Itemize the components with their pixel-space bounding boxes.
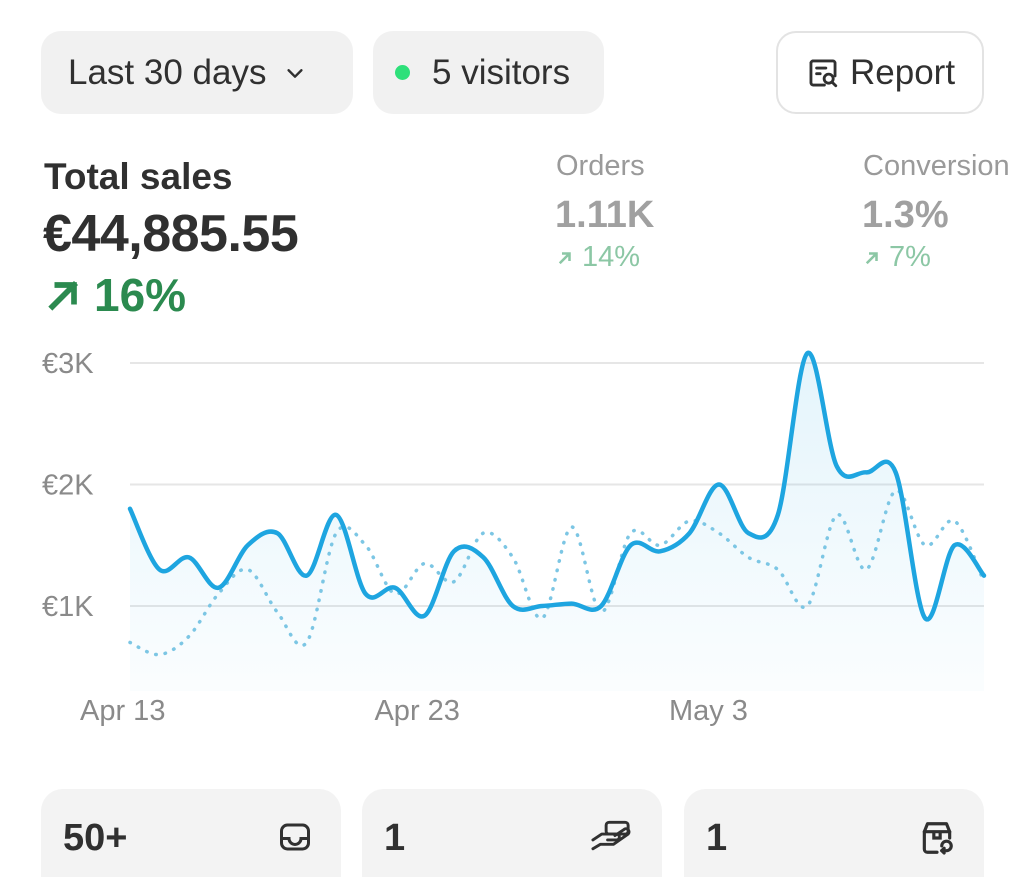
conversion-value: 1.3% [862, 194, 949, 236]
report-search-icon [809, 59, 838, 87]
y-tick-label: €1K [42, 591, 94, 623]
arrow-up-right-icon [865, 251, 878, 264]
report-button[interactable]: Report [776, 31, 984, 114]
sales-line-chart[interactable]: €1K €2K €3K Apr 13 Apr 23 May 3 [0, 330, 1026, 740]
package-return-icon [922, 822, 953, 855]
total-sales-delta: 16% [44, 268, 186, 322]
total-sales-delta-value: 16% [94, 269, 187, 321]
x-tick-label: Apr 13 [80, 695, 165, 727]
live-status-dot [395, 65, 410, 80]
live-visitors-button[interactable]: 5 visitors [373, 31, 604, 114]
payments-card[interactable]: 1 [362, 789, 662, 877]
inbox-tray-icon [280, 823, 310, 851]
arrow-up-right-icon [558, 251, 571, 264]
date-range-label: Last 30 days [68, 52, 267, 92]
report-label: Report [850, 52, 956, 92]
previous-period-line [128, 488, 986, 657]
orders-delta: 14% [556, 241, 640, 274]
conversion-title[interactable]: Conversion [863, 150, 1010, 182]
orders-delta-value: 14% [582, 241, 641, 273]
visitors-label: 5 visitors [432, 52, 571, 92]
chevron-down-icon [287, 68, 304, 78]
x-tick-label: Apr 23 [374, 695, 459, 727]
x-tick-label: May 3 [669, 695, 748, 727]
conversion-delta: 7% [863, 241, 931, 274]
card-value: 1 [384, 817, 406, 859]
total-sales-value: €44,885.55 [43, 205, 299, 263]
card-value: 1 [706, 817, 728, 859]
conversion-delta-value: 7% [889, 241, 931, 273]
hand-payment-icon [591, 820, 631, 851]
y-tick-label: €2K [42, 470, 94, 502]
card-value: 50+ [63, 817, 128, 859]
total-sales-title[interactable]: Total sales [44, 156, 233, 197]
returns-card[interactable]: 1 [684, 789, 984, 877]
current-period-line [127, 351, 987, 622]
orders-to-fulfill-card[interactable]: 50+ [41, 789, 341, 877]
arrow-up-right-icon [48, 280, 79, 311]
current-period-area [130, 352, 984, 692]
y-tick-label: €3K [42, 348, 94, 380]
orders-value: 1.11K [555, 194, 655, 236]
date-range-selector[interactable]: Last 30 days [41, 31, 353, 114]
orders-title[interactable]: Orders [556, 150, 645, 182]
